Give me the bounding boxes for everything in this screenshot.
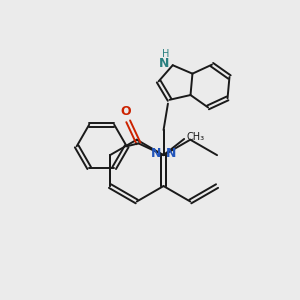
- Text: N: N: [166, 147, 176, 160]
- Text: N: N: [159, 57, 169, 70]
- Text: H: H: [162, 49, 169, 59]
- Text: N: N: [151, 147, 161, 160]
- Text: O: O: [120, 105, 130, 118]
- Text: CH₃: CH₃: [187, 133, 205, 142]
